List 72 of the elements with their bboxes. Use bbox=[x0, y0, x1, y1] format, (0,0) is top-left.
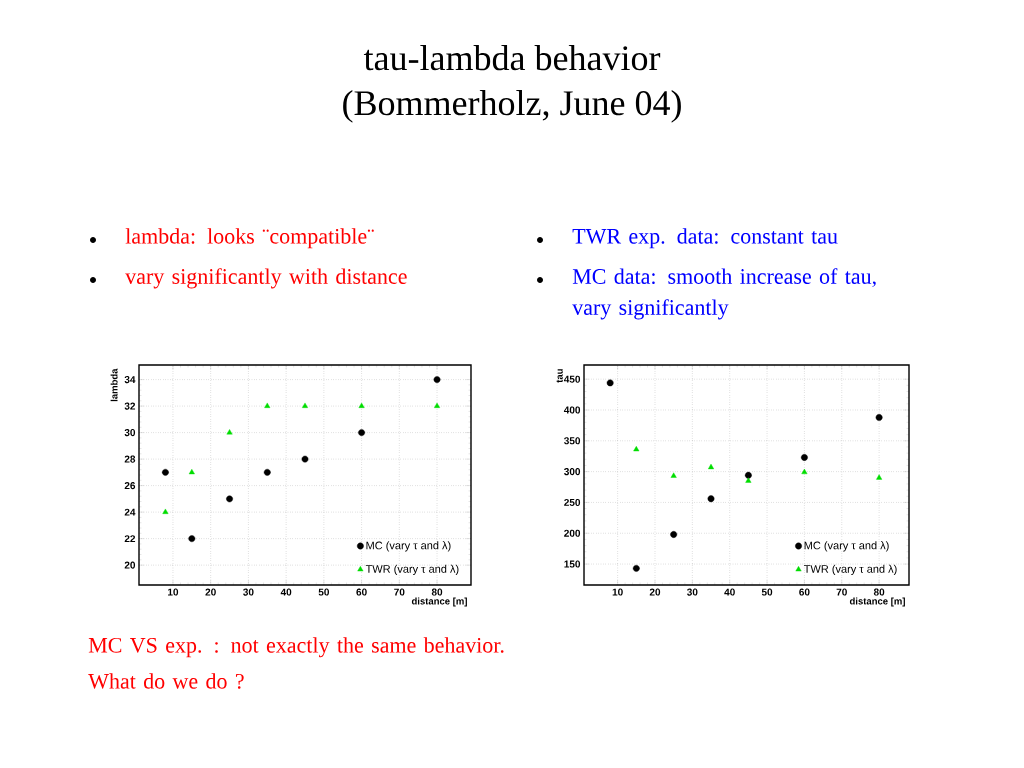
x-tick-label: 30 bbox=[687, 588, 698, 596]
x-tick-label: 20 bbox=[205, 588, 216, 596]
point bbox=[302, 402, 308, 408]
y-tick-label: 30 bbox=[124, 429, 136, 437]
y-tick-label: 34 bbox=[124, 376, 136, 384]
x-tick-label: 40 bbox=[724, 588, 735, 596]
point bbox=[875, 413, 883, 421]
y-tick-label: 250 bbox=[564, 498, 581, 506]
legend-label: TWR (vary τ and λ) bbox=[803, 564, 897, 575]
x-tick-label: 10 bbox=[612, 588, 623, 596]
point bbox=[632, 564, 640, 572]
x-tick-label: 50 bbox=[318, 588, 330, 596]
x-tick-label: 60 bbox=[356, 588, 367, 596]
y-tick-label: 32 bbox=[124, 402, 136, 410]
point bbox=[358, 429, 365, 436]
point bbox=[301, 455, 309, 463]
point bbox=[745, 477, 752, 483]
x-tick-label: 30 bbox=[243, 588, 254, 596]
point bbox=[707, 495, 715, 503]
y-tick-label: 26 bbox=[124, 482, 136, 490]
point bbox=[434, 402, 441, 408]
point bbox=[801, 468, 808, 475]
point bbox=[264, 402, 271, 408]
legend-label: TWR (vary τ and λ) bbox=[365, 564, 459, 575]
text: lambda: looks ¨compatible¨ bbox=[125, 228, 374, 249]
x-tick-label: 20 bbox=[649, 588, 661, 596]
y-tick-label: 150 bbox=[564, 560, 581, 568]
legend-label: MC (vary τ and λ) bbox=[366, 541, 451, 552]
point bbox=[670, 531, 678, 538]
y-tick-label: 450 bbox=[563, 375, 581, 383]
text: MC data: smooth increase of tau, vary significantly bbox=[572, 268, 876, 320]
y-tick-label: 200 bbox=[564, 529, 581, 537]
y-tick-label: 350 bbox=[564, 437, 581, 445]
text: MC VS exp. : not exactly the same behavior. What do we do ? bbox=[88, 637, 504, 689]
x-axis-title: distance [m] bbox=[849, 597, 905, 607]
y-tick-label: 22 bbox=[124, 535, 136, 543]
y-tick-label: 20 bbox=[124, 561, 136, 569]
x-tick-label: 80 bbox=[431, 588, 443, 596]
x-tick-label: 40 bbox=[280, 588, 292, 596]
point bbox=[606, 379, 614, 387]
y-tick-label: 300 bbox=[564, 468, 581, 476]
point bbox=[670, 472, 677, 478]
point bbox=[708, 463, 714, 470]
point bbox=[162, 508, 169, 514]
text: TWR exp. data: constant tau bbox=[572, 228, 838, 249]
text: vary significantly with distance bbox=[125, 268, 407, 289]
chart-subtitle: (Bommerholz, June 04) bbox=[343, 90, 681, 123]
point bbox=[876, 474, 883, 480]
y-axis-title: lambda bbox=[110, 368, 118, 402]
y-axis-title: tau bbox=[556, 369, 563, 383]
x-tick-label: 50 bbox=[761, 588, 773, 596]
point bbox=[801, 454, 808, 461]
y-tick-label: 400 bbox=[563, 406, 581, 414]
point bbox=[226, 495, 233, 503]
y-tick-label: 24 bbox=[124, 508, 136, 516]
x-axis-title: distance [m] bbox=[411, 597, 467, 607]
x-tick-label: 70 bbox=[836, 588, 847, 596]
chart-title: tau-lambda behavior bbox=[363, 45, 661, 71]
x-tick-label: 60 bbox=[799, 588, 810, 596]
point bbox=[226, 429, 233, 435]
point bbox=[263, 468, 271, 476]
point bbox=[188, 535, 196, 543]
point bbox=[358, 402, 365, 408]
legend-label: MC (vary τ and λ) bbox=[804, 541, 889, 552]
x-tick-label: 80 bbox=[873, 588, 885, 596]
y-tick-label: 28 bbox=[124, 455, 136, 463]
point bbox=[162, 468, 169, 476]
x-tick-label: 10 bbox=[168, 588, 179, 596]
point bbox=[633, 446, 640, 452]
point bbox=[433, 376, 441, 383]
point bbox=[188, 468, 195, 475]
x-tick-label: 70 bbox=[394, 588, 405, 596]
